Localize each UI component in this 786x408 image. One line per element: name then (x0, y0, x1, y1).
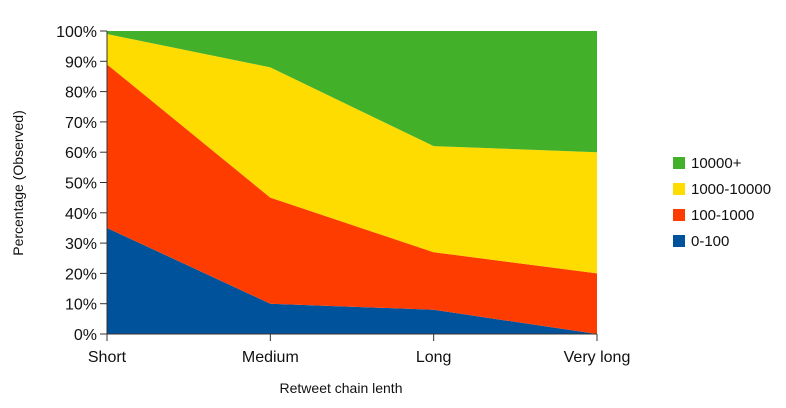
x-tick-label: Short (88, 349, 127, 366)
y-tick-label: 0% (74, 327, 97, 344)
x-tick-label: Medium (242, 349, 299, 366)
y-tick-label: 100% (56, 24, 97, 41)
x-tick-label: Long (416, 349, 452, 366)
y-axis: 0% 10% 20% 30% 40% 50% 60% 70% 80% 90% 100% (56, 24, 108, 344)
legend-label: 0-100 (691, 233, 729, 250)
y-tick-label: 70% (65, 115, 97, 132)
y-tick-label: 40% (65, 206, 97, 223)
legend-label: 1000-10000 (691, 181, 771, 198)
y-axis-title: Percentage (Observed) (10, 110, 26, 256)
legend-swatch (673, 157, 685, 169)
area-series-1 (107, 64, 597, 334)
y-tick-label: 10% (65, 297, 97, 314)
legend-swatch (673, 183, 685, 195)
y-tick-label: 20% (65, 266, 97, 283)
legend-swatch (673, 209, 685, 221)
legend: 10000+ 1000-10000 100-1000 0-100 (673, 155, 771, 250)
y-tick-label: 50% (65, 176, 97, 193)
x-axis: Short Medium Long Very long (88, 333, 631, 366)
y-tick-label: 80% (65, 85, 97, 102)
legend-label: 10000+ (691, 155, 742, 172)
y-tick-label: 30% (65, 236, 97, 253)
y-tick-label: 60% (65, 145, 97, 162)
x-axis-title: Retweet chain lenth (280, 380, 403, 396)
x-tick-label: Very long (564, 349, 631, 366)
plot-area (107, 31, 597, 334)
legend-swatch (673, 235, 685, 247)
area-series-2 (107, 34, 597, 274)
area-series-3 (107, 31, 597, 153)
y-tick-label: 90% (65, 54, 97, 71)
legend-label: 100-1000 (691, 207, 754, 224)
area-series-0 (107, 227, 597, 334)
